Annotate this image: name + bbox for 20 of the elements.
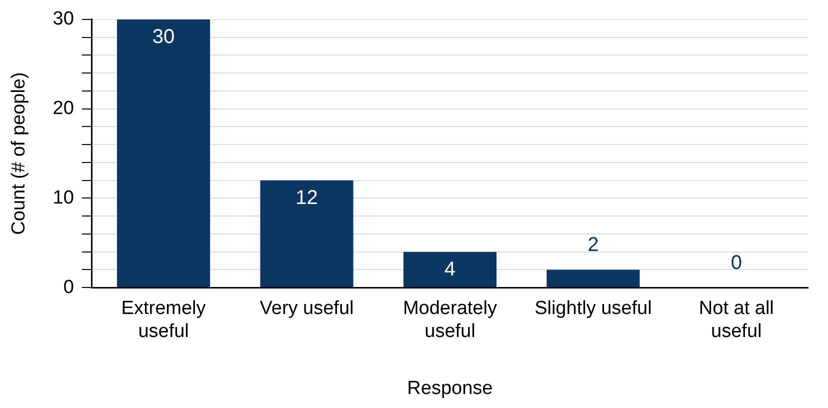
x-axis-title: Response [407, 378, 493, 399]
y-tick-label: 30 [52, 8, 74, 30]
y-axis-title: Count (# of people) [8, 72, 30, 235]
x-tick-label: Not at all useful [698, 298, 774, 342]
x-tick-label: Slightly useful [534, 298, 652, 320]
data-label: 4 [444, 258, 456, 280]
bar [260, 180, 354, 288]
bar [546, 270, 640, 288]
x-tick-label: Very useful [260, 298, 354, 320]
y-tick-label: 20 [52, 98, 74, 120]
data-label: 12 [296, 186, 318, 209]
data-label: 2 [588, 234, 599, 256]
bar [116, 19, 210, 288]
y-tick-label: 10 [52, 187, 74, 208]
bar [403, 252, 497, 288]
data-label: 0 [730, 252, 742, 274]
data-label: 30 [152, 26, 175, 48]
y-tick-label: 0 [63, 276, 74, 298]
x-tick-label: Extremely useful [121, 298, 206, 342]
x-tick-label: Moderately useful [402, 298, 498, 342]
